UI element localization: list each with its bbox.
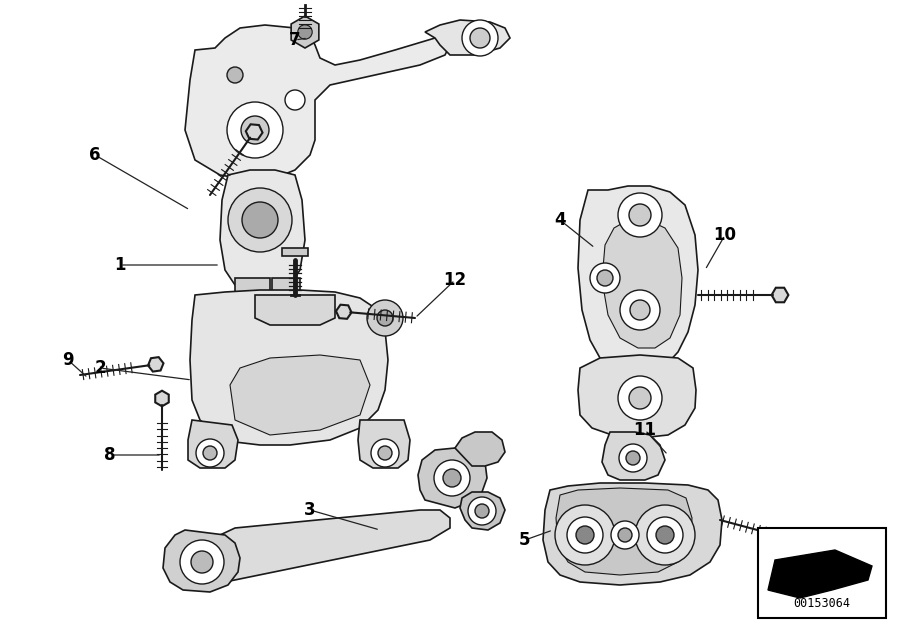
Text: 00153064: 00153064 (794, 597, 850, 610)
Circle shape (228, 188, 292, 252)
Circle shape (227, 102, 283, 158)
Text: 10: 10 (714, 226, 736, 244)
Circle shape (180, 540, 224, 584)
Circle shape (241, 116, 269, 144)
Polygon shape (246, 124, 263, 139)
Circle shape (590, 263, 620, 293)
Text: 1: 1 (114, 256, 126, 274)
Polygon shape (148, 357, 164, 371)
Polygon shape (602, 432, 665, 480)
Circle shape (443, 469, 461, 487)
Polygon shape (272, 278, 300, 305)
Polygon shape (796, 534, 812, 551)
Circle shape (630, 300, 650, 320)
Circle shape (629, 204, 651, 226)
Polygon shape (230, 355, 370, 435)
Circle shape (203, 446, 217, 460)
Circle shape (635, 505, 695, 565)
Polygon shape (543, 483, 722, 585)
Polygon shape (336, 305, 352, 319)
Circle shape (597, 270, 613, 286)
Circle shape (196, 439, 224, 467)
Circle shape (242, 202, 278, 238)
Polygon shape (578, 355, 696, 438)
Polygon shape (602, 220, 682, 348)
Polygon shape (200, 510, 450, 582)
Circle shape (475, 504, 489, 518)
Circle shape (227, 67, 243, 83)
Circle shape (618, 193, 662, 237)
Text: 2: 2 (94, 359, 106, 377)
Polygon shape (282, 248, 308, 256)
Circle shape (611, 521, 639, 549)
Circle shape (618, 376, 662, 420)
Polygon shape (358, 420, 410, 468)
Polygon shape (235, 278, 270, 305)
Polygon shape (768, 550, 872, 598)
Text: 12: 12 (444, 271, 466, 289)
Bar (758, 528, 886, 618)
Circle shape (434, 460, 470, 496)
Polygon shape (163, 530, 240, 592)
Circle shape (619, 444, 647, 472)
Text: 5: 5 (519, 531, 531, 549)
Circle shape (629, 387, 651, 409)
Polygon shape (185, 25, 450, 180)
Polygon shape (771, 287, 788, 302)
Polygon shape (556, 488, 692, 575)
Text: 9: 9 (62, 351, 74, 369)
Text: 11: 11 (634, 421, 656, 439)
Circle shape (620, 290, 660, 330)
Circle shape (647, 517, 683, 553)
Polygon shape (291, 16, 319, 48)
Circle shape (656, 526, 674, 544)
Text: 6: 6 (89, 146, 101, 164)
Text: 7: 7 (289, 31, 301, 49)
Polygon shape (255, 295, 335, 325)
Circle shape (576, 526, 594, 544)
Circle shape (470, 28, 490, 48)
Polygon shape (155, 391, 169, 406)
Circle shape (298, 25, 312, 39)
Polygon shape (455, 432, 505, 466)
Polygon shape (190, 290, 388, 445)
Polygon shape (418, 448, 487, 508)
Circle shape (377, 310, 393, 326)
Circle shape (555, 505, 615, 565)
Circle shape (191, 551, 213, 573)
Circle shape (567, 517, 603, 553)
Text: 8: 8 (104, 446, 116, 464)
Polygon shape (460, 492, 505, 530)
Text: 3: 3 (304, 501, 316, 519)
Circle shape (378, 446, 392, 460)
Circle shape (285, 90, 305, 110)
Circle shape (468, 497, 496, 525)
Circle shape (367, 300, 403, 336)
Text: 4: 4 (554, 211, 566, 229)
Polygon shape (425, 20, 510, 55)
Polygon shape (220, 170, 305, 295)
Circle shape (462, 20, 498, 56)
Circle shape (371, 439, 399, 467)
Polygon shape (188, 420, 238, 468)
Polygon shape (578, 186, 698, 372)
Circle shape (618, 528, 632, 542)
Circle shape (626, 451, 640, 465)
